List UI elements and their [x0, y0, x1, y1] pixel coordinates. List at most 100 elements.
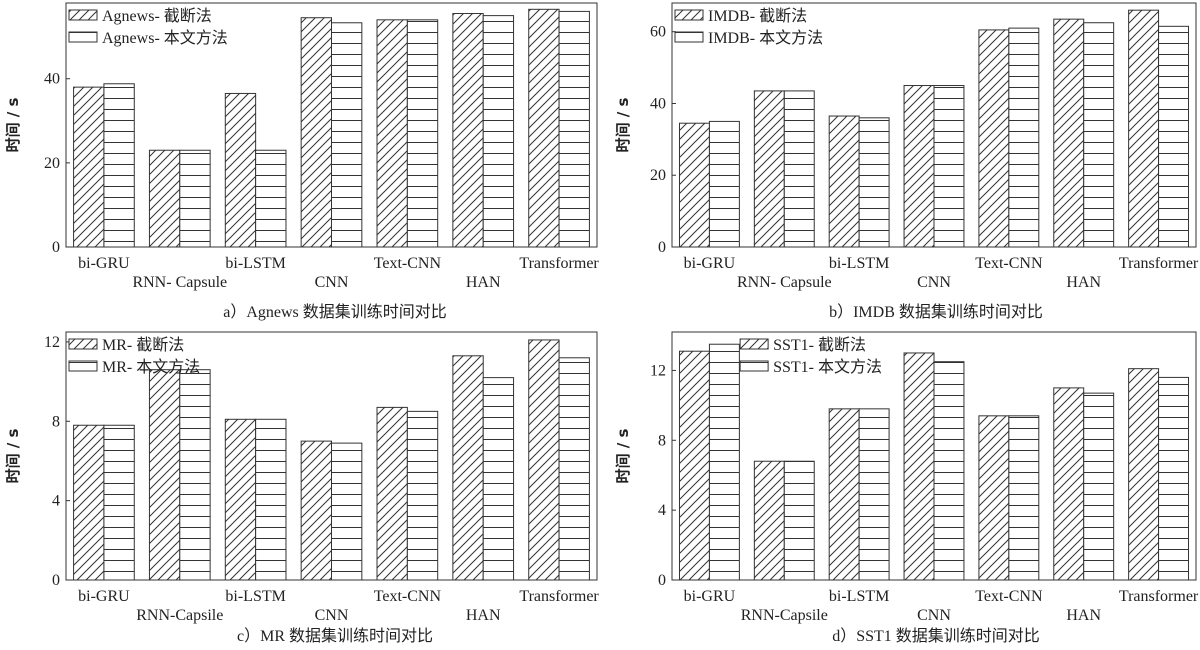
legend-label: Agnews- 截断法	[102, 7, 212, 25]
y-axis-label: 时间 / s	[4, 429, 22, 484]
x-tick-label: CNN	[315, 607, 349, 624]
bar-series-2	[783, 90, 815, 248]
y-tick-label: 40	[44, 71, 60, 88]
x-tick-label: bi-LSTM	[225, 255, 285, 272]
legend-swatch	[739, 360, 769, 372]
x-tick-label: bi-GRU	[78, 588, 130, 605]
x-tick-label: HAN	[1066, 274, 1101, 291]
legend-swatch	[739, 338, 769, 350]
bar-series-2	[255, 149, 287, 248]
bar-series-1	[376, 406, 408, 581]
bar-series-1	[224, 92, 257, 248]
legend-label: SST1- 截断法	[773, 336, 866, 354]
bar-series-1	[753, 460, 785, 581]
bar-series-2	[783, 460, 815, 581]
bar-series-1	[528, 8, 560, 248]
x-tick-label: bi-GRU	[78, 255, 130, 272]
bar-series-2	[103, 83, 135, 248]
legend-label: SST1- 本文方法	[773, 358, 882, 376]
bar-series-1	[678, 122, 710, 248]
legend-swatch	[68, 360, 98, 372]
legend-label: MR- 本文方法	[102, 358, 200, 376]
x-tick-label: CNN	[315, 274, 349, 291]
y-tick-label: 40	[650, 95, 666, 112]
y-tick-label: 0	[52, 572, 60, 589]
panel-caption: c）MR 数据集训练时间对比	[237, 627, 433, 645]
x-tick-label: HAN	[466, 607, 501, 624]
bar-series-1	[678, 350, 710, 581]
bar-series-2	[179, 369, 211, 581]
x-tick-label: Transformer	[519, 255, 599, 272]
legend-label: Agnews- 本文方法	[102, 29, 228, 47]
y-tick-label: 12	[650, 362, 666, 379]
panel-caption: b）IMDB 数据集训练时间对比	[829, 303, 1043, 321]
y-axis-label: 时间 / s	[614, 429, 632, 484]
bar-series-2	[103, 424, 135, 581]
y-tick-label: 0	[658, 572, 666, 589]
bar-series-2	[406, 19, 439, 248]
bar-series-2	[1158, 25, 1190, 248]
y-axis-label: 时间 / s	[614, 98, 632, 153]
bar-series-2	[558, 357, 590, 581]
x-tick-label: bi-GRU	[684, 255, 736, 272]
y-axis-label: 时间 / s	[4, 98, 22, 153]
legend-label: MR- 截断法	[102, 336, 184, 354]
bar-series-2	[1083, 22, 1115, 248]
bar-series-2	[255, 418, 287, 581]
x-tick-label: Text-CNN	[374, 255, 442, 272]
y-tick-label: 8	[52, 413, 60, 430]
bar-series-2	[1008, 27, 1040, 248]
bar-series-2	[558, 10, 590, 248]
bar-series-1	[1128, 9, 1160, 248]
x-tick-label: bi-LSTM	[225, 588, 285, 605]
bar-series-1	[903, 352, 935, 581]
x-tick-label: RNN-Capsile	[136, 607, 223, 624]
bar-series-1	[528, 339, 560, 581]
bar-series-2	[331, 442, 363, 581]
bar-series-2	[1158, 376, 1190, 581]
y-tick-label: 8	[658, 432, 666, 449]
x-tick-label: HAN	[466, 274, 501, 291]
bar-series-1	[300, 440, 332, 581]
y-tick-label: 4	[52, 493, 60, 510]
bar-series-1	[452, 355, 484, 581]
bar-series-1	[978, 29, 1010, 248]
bar-series-1	[1128, 368, 1160, 581]
bar-series-1	[376, 19, 408, 248]
bar-series-2	[406, 410, 439, 581]
bar-series-1	[452, 13, 484, 248]
bar-series-1	[73, 86, 105, 248]
bar-series-1	[148, 149, 181, 248]
x-tick-label: RNN-Capsile	[741, 607, 828, 624]
x-tick-label: bi-LSTM	[829, 588, 889, 605]
x-tick-label: RNN- Capsule	[132, 274, 227, 291]
x-tick-label: CNN	[917, 274, 951, 291]
y-tick-label: 12	[44, 334, 60, 351]
x-tick-label: HAN	[1066, 607, 1101, 624]
y-tick-label: 0	[658, 239, 666, 256]
bar-series-2	[179, 149, 211, 248]
x-tick-label: Transformer	[1119, 255, 1199, 272]
legend-swatch	[674, 9, 704, 21]
bar-series-1	[903, 85, 935, 248]
legend-swatch	[68, 9, 98, 21]
legend-swatch	[68, 31, 98, 43]
y-tick-label: 20	[650, 167, 666, 184]
bar-series-1	[224, 418, 257, 581]
bar-series-1	[73, 424, 105, 581]
x-tick-label: Text-CNN	[374, 588, 442, 605]
legend-label: IMDB- 本文方法	[708, 29, 823, 47]
legend-swatch	[674, 31, 704, 43]
bar-series-2	[933, 85, 965, 248]
panel-caption: d）SST1 数据集训练时间对比	[832, 627, 1040, 645]
x-tick-label: Transformer	[1119, 588, 1199, 605]
x-tick-label: Text-CNN	[975, 255, 1043, 272]
bar-series-2	[708, 120, 740, 248]
bar-series-2	[858, 408, 890, 581]
bar-series-1	[1053, 18, 1085, 248]
bar-series-1	[828, 408, 860, 581]
